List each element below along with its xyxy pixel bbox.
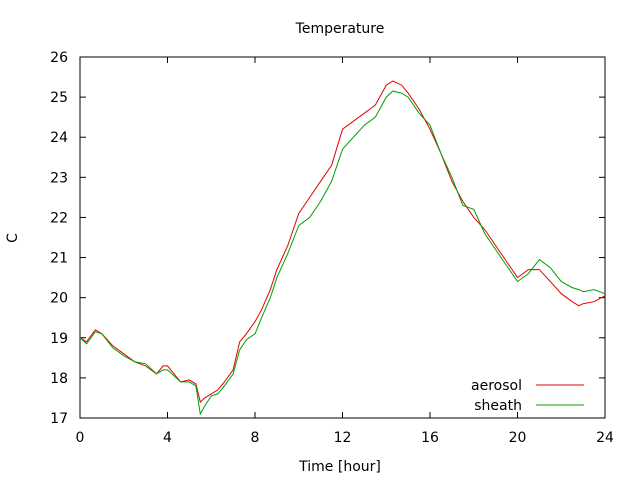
legend: aerosol sheath <box>471 378 584 414</box>
y-tick-label: 25 <box>50 90 68 106</box>
legend-label-aerosol: aerosol <box>471 378 522 394</box>
y-tick-label: 22 <box>50 210 68 226</box>
series-line-sheath <box>79 90 606 416</box>
y-tick-label: 18 <box>50 371 68 387</box>
series-line-aerosol <box>79 80 606 403</box>
y-tick-label: 19 <box>50 331 68 347</box>
x-tick-label: 8 <box>251 430 260 446</box>
y-tick-label: 20 <box>50 291 68 307</box>
axes: 0 4 8 12 16 20 24 17 18 19 20 21 22 23 24 25 26 <box>50 50 614 446</box>
y-axis-label: C <box>5 233 21 243</box>
y-tick-label: 24 <box>50 130 68 146</box>
series-group <box>79 80 606 416</box>
x-tick-label: 0 <box>76 430 85 446</box>
y-tick-label: 26 <box>50 50 68 66</box>
y-tick-label: 21 <box>50 251 68 267</box>
x-tick-label: 20 <box>509 430 527 446</box>
y-tick-label: 17 <box>50 411 68 427</box>
legend-label-sheath: sheath <box>474 398 522 414</box>
x-tick-label: 12 <box>334 430 352 446</box>
x-axis-label: Time [hour] <box>298 459 381 475</box>
y-tick-label: 23 <box>50 170 68 186</box>
chart-title: Temperature <box>295 21 385 37</box>
x-tick-label: 24 <box>596 430 614 446</box>
x-tick-label: 16 <box>421 430 439 446</box>
x-tick-label: 4 <box>163 430 172 446</box>
